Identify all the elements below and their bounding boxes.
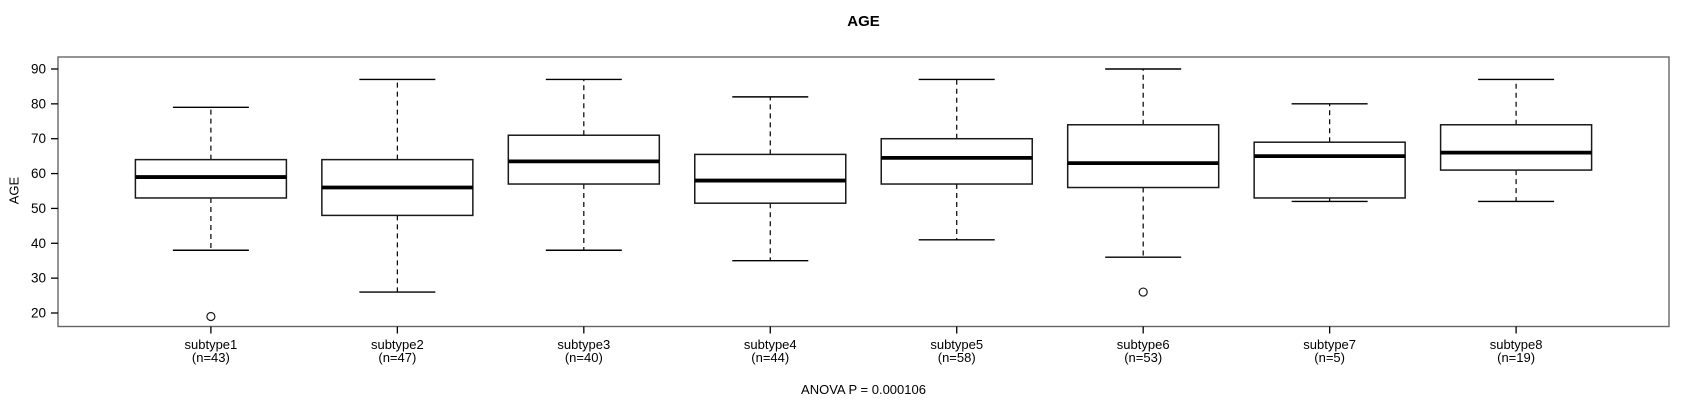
y-tick-label: 60 [31,166,46,181]
iqr-box [1066,124,1220,189]
x-tick-label: subtype3 [557,337,610,352]
iqr-box [1439,124,1593,171]
iqr-box [880,137,1033,185]
x-tick-sublabel: (n=44) [751,350,789,365]
x-tick-sublabel: (n=40) [565,350,603,365]
x-tick-label: subtype6 [1117,337,1170,352]
x-tick-label: subtype7 [1303,337,1356,352]
x-tick-sublabel: (n=58) [938,350,976,365]
anova-p-value-note: ANOVA P = 0.000106 [801,382,926,397]
x-tick-sublabel: (n=5) [1314,350,1345,365]
chart-title: AGE [847,13,880,30]
y-tick-label: 90 [31,62,46,77]
y-tick-label: 20 [31,306,46,321]
iqr-box [1253,141,1406,199]
y-tick-label: 30 [31,271,46,286]
x-tick-label: subtype2 [371,337,424,352]
outlier-point [1138,287,1148,297]
y-tick-label: 50 [31,201,46,216]
y-tick-label: 80 [31,96,46,111]
x-tick-sublabel: (n=19) [1497,350,1535,365]
x-tick-label: subtype4 [744,337,797,352]
x-tick-label: subtype5 [930,337,983,352]
x-tick-label: subtype1 [185,337,238,352]
outlier-point [206,311,216,322]
x-tick-sublabel: (n=43) [192,350,230,365]
x-tick-sublabel: (n=47) [378,350,416,365]
y-tick-label: 70 [31,131,46,146]
x-tick-sublabel: (n=53) [1124,350,1162,365]
plot-frame [57,56,1670,328]
y-tick-label: 40 [31,236,46,251]
x-tick-label: subtype8 [1490,337,1543,352]
